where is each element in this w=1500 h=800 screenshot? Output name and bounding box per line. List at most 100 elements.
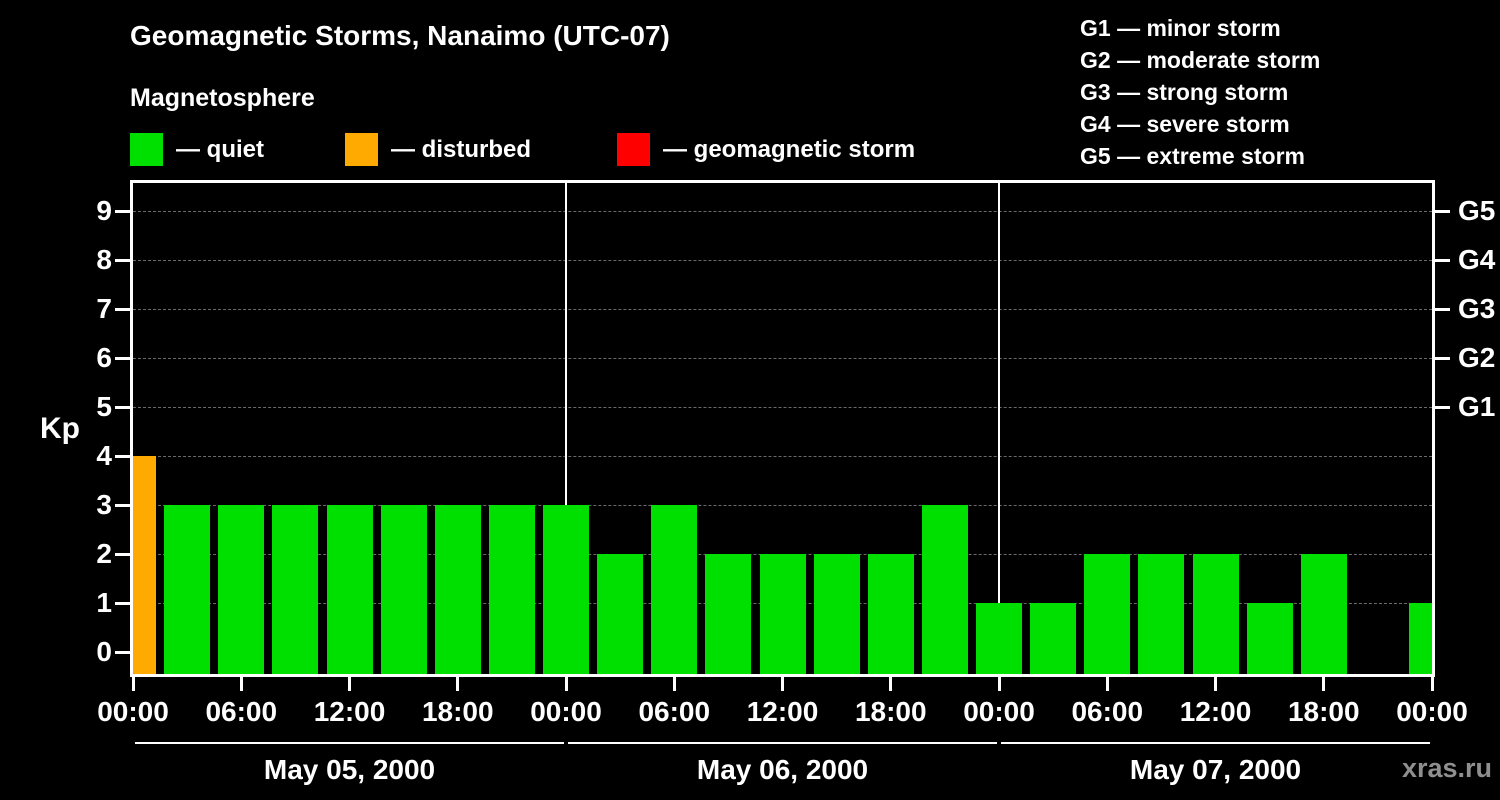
gridline bbox=[133, 309, 1432, 310]
kp-bar bbox=[218, 505, 265, 674]
kp-bar bbox=[434, 505, 481, 674]
kp-bar bbox=[488, 505, 535, 674]
kp-bar bbox=[1030, 603, 1077, 674]
day-bracket-line bbox=[1001, 742, 1430, 744]
quiet-swatch-icon bbox=[130, 133, 163, 166]
x-axis-tick bbox=[1322, 677, 1326, 691]
y-tick-label: 4 bbox=[96, 440, 112, 471]
y-tick-label: 3 bbox=[96, 489, 112, 520]
x-tick-label: 00:00 bbox=[963, 696, 1035, 727]
gridline bbox=[133, 505, 1432, 506]
y-axis-tick bbox=[115, 406, 130, 409]
watermark: xras.ru bbox=[1401, 753, 1492, 783]
x-axis-tick bbox=[348, 677, 351, 691]
kp-bar bbox=[543, 505, 589, 674]
x-tick-label: 00:00 bbox=[1396, 696, 1468, 727]
day-label: May 05, 2000 bbox=[263, 754, 436, 785]
gridline bbox=[133, 260, 1432, 261]
x-tick-label: 06:00 bbox=[1071, 696, 1144, 727]
g-level-label: G2 bbox=[1458, 342, 1496, 373]
kp-bar bbox=[1138, 554, 1185, 674]
y-tick-label: 7 bbox=[96, 293, 112, 324]
g5-legend-item: G5 — extreme storm bbox=[1080, 143, 1305, 169]
y-tick-label: 1 bbox=[96, 587, 112, 618]
y-tick-label: 6 bbox=[96, 342, 112, 373]
g1-legend-item: G1 — minor storm bbox=[1080, 15, 1281, 41]
x-tick-label: 00:00 bbox=[530, 696, 602, 727]
x-tick-label: 12:00 bbox=[313, 696, 386, 727]
kp-bar bbox=[976, 603, 1022, 674]
x-tick-label: 12:00 bbox=[1179, 696, 1252, 727]
y-axis-tick bbox=[115, 504, 130, 507]
g-level-label: G3 bbox=[1458, 293, 1496, 324]
x-tick-label: 06:00 bbox=[638, 696, 711, 727]
x-axis-tick bbox=[131, 677, 135, 691]
x-tick-label: 18:00 bbox=[854, 696, 927, 727]
kp-bar bbox=[380, 505, 427, 674]
kp-bar bbox=[813, 554, 860, 674]
y-axis-tick bbox=[115, 602, 130, 605]
y-axis-tick bbox=[115, 308, 130, 311]
y-axis-tick bbox=[115, 357, 130, 360]
kp-bar bbox=[326, 505, 373, 674]
g-axis-tick bbox=[1435, 259, 1450, 262]
kp-bar bbox=[1084, 554, 1131, 674]
storm-swatch-icon bbox=[617, 133, 650, 166]
day-bracket-line bbox=[135, 742, 564, 744]
gridline bbox=[133, 456, 1432, 457]
y-axis-tick bbox=[115, 455, 130, 458]
gridline bbox=[133, 211, 1432, 212]
kp-bar bbox=[1192, 554, 1239, 674]
y-tick-label: 2 bbox=[96, 538, 112, 569]
kp-bar bbox=[133, 456, 156, 674]
kp-bar bbox=[164, 505, 211, 674]
day-label: May 06, 2000 bbox=[696, 754, 869, 785]
day-separator-line bbox=[565, 183, 567, 674]
kp-bar bbox=[272, 505, 319, 674]
x-axis-tick bbox=[564, 677, 568, 691]
x-axis-tick bbox=[997, 677, 1001, 691]
kp-bar bbox=[921, 505, 968, 674]
kp-bar bbox=[1300, 554, 1347, 674]
plot-area bbox=[130, 180, 1435, 677]
day-bracket-line bbox=[568, 742, 997, 744]
y-tick-label: 0 bbox=[96, 636, 112, 667]
g3-legend-item: G3 — strong storm bbox=[1080, 79, 1289, 105]
day-separator-line bbox=[998, 183, 1000, 674]
y-tick-label: 8 bbox=[96, 244, 112, 275]
y-axis-tick bbox=[115, 210, 130, 213]
y-axis-tick bbox=[115, 553, 130, 556]
g-level-label: G4 bbox=[1458, 244, 1496, 275]
x-tick-label: 00:00 bbox=[97, 696, 169, 727]
y-tick-label: 9 bbox=[96, 195, 112, 226]
x-tick-label: 18:00 bbox=[421, 696, 494, 727]
x-axis-tick bbox=[889, 677, 893, 691]
x-axis-tick bbox=[781, 677, 784, 691]
y-axis-tick bbox=[115, 259, 130, 262]
gridline bbox=[133, 358, 1432, 359]
x-axis-tick bbox=[456, 677, 460, 691]
x-tick-label: 18:00 bbox=[1287, 696, 1360, 727]
kp-bar bbox=[705, 554, 752, 674]
y-axis-title: Kp bbox=[40, 412, 80, 445]
storm-label: — geomagnetic storm bbox=[663, 136, 916, 163]
x-axis-tick bbox=[239, 677, 243, 691]
g-level-label: G1 bbox=[1458, 391, 1496, 422]
x-tick-label: 06:00 bbox=[205, 696, 278, 727]
kp-bar bbox=[759, 554, 806, 674]
kp-bar bbox=[1409, 603, 1432, 674]
kp-bar bbox=[867, 554, 914, 674]
kp-bar bbox=[597, 554, 644, 674]
day-label: May 07, 2000 bbox=[1129, 754, 1302, 785]
page-title: Geomagnetic Storms, Nanaimo (UTC-07) bbox=[130, 20, 670, 51]
g-axis-tick bbox=[1435, 357, 1450, 360]
x-tick-label: 12:00 bbox=[746, 696, 819, 727]
g4-legend-item: G4 — severe storm bbox=[1080, 111, 1290, 137]
y-tick-label: 5 bbox=[96, 391, 112, 422]
g2-legend-item: G2 — moderate storm bbox=[1080, 47, 1321, 73]
x-axis-tick bbox=[1214, 677, 1217, 691]
g-axis-tick bbox=[1435, 308, 1450, 311]
x-axis-tick bbox=[1430, 677, 1434, 691]
g-scale-legend: G1 — minor storm G2 — moderate storm G3 … bbox=[1080, 12, 1320, 172]
